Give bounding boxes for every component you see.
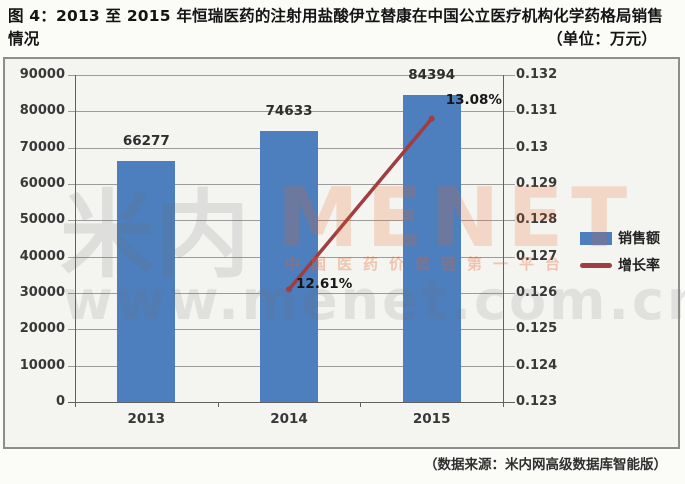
y-axis-tick-label: 40000: [19, 248, 65, 264]
x-axis-category-label: 2013: [127, 411, 166, 427]
secondary-y-axis-tick-label: 0.125: [516, 321, 558, 337]
right-axis-line: [503, 75, 504, 402]
secondary-y-axis-tick-label: 0.128: [516, 212, 558, 228]
y-axis-tick-label: 70000: [19, 139, 65, 155]
secondary-y-axis-tick-label: 0.131: [516, 103, 558, 119]
x-axis-line: [68, 402, 515, 403]
legend-item-sales: 销售额: [580, 229, 660, 247]
bar-value-label: 66277: [122, 133, 170, 150]
y-axis-tick-label: 50000: [19, 212, 65, 228]
secondary-y-axis-tick-label: 0.127: [516, 248, 558, 264]
x-axis-tick: [217, 402, 219, 407]
sales-bar: [260, 130, 318, 402]
y-axis-tick-label: 20000: [19, 321, 65, 337]
bar-value-label: 74633: [265, 102, 313, 119]
unit-label: （单位：万元）: [547, 30, 657, 49]
secondary-y-axis-tick-label: 0.13: [516, 139, 549, 155]
y-axis-tick-label: 60000: [19, 176, 65, 191]
y-axis-tick-label: 80000: [19, 103, 65, 119]
growth-rate-label: 12.61%: [296, 276, 353, 293]
figure-title-line1: 图 4：2013 至 2015 年恒瑞医药的注射用盐酸伊立替康在中国公立医疗机构…: [8, 7, 664, 25]
y-axis-tick-label: 0: [55, 394, 65, 409]
figure-title-line2: 情况: [8, 30, 40, 49]
x-axis-tick: [75, 402, 76, 407]
legend-item-growth: 增长率: [580, 256, 660, 274]
legend-line-swatch-icon: [580, 262, 612, 268]
legend-label-growth: 增长率: [618, 258, 660, 274]
figure-title: 图 4：2013 至 2015 年恒瑞医药的注射用盐酸伊立替康在中国公立医疗机构…: [8, 5, 677, 52]
y-axis-tick-label: 10000: [19, 357, 65, 373]
x-axis-category-label: 2014: [270, 411, 308, 427]
secondary-y-axis-tick-label: 0.124: [516, 357, 558, 373]
sales-bar: [117, 161, 176, 402]
secondary-y-axis-tick-label: 0.123: [516, 394, 558, 409]
secondary-y-axis-tick-label: 0.129: [516, 176, 558, 191]
y-axis-tick-label: 90000: [19, 67, 65, 82]
legend: 销售额 增长率: [580, 229, 660, 283]
chart-frame: 销售额 增长率 米内 MENET 中国医药价值链第一平台 www.menet.c…: [3, 57, 685, 449]
bar-value-label: 84394: [408, 67, 456, 84]
secondary-y-axis-tick-label: 0.132: [516, 67, 558, 82]
gridline: [68, 75, 515, 76]
x-axis-tick: [503, 402, 504, 407]
secondary-y-axis-tick-label: 0.126: [516, 285, 558, 300]
figure-title-row2: 情况 （单位：万元）: [8, 28, 677, 51]
growth-rate-label: 13.08%: [445, 91, 502, 108]
source-note: （数据来源：米内网高级数据库智能版）: [424, 457, 667, 473]
x-axis-tick: [360, 402, 362, 407]
x-axis-category-label: 2015: [412, 411, 451, 427]
sales-bar: [402, 95, 461, 402]
gridline: [68, 111, 515, 113]
left-axis-line: [75, 75, 76, 402]
legend-label-sales: 销售额: [618, 231, 660, 247]
growth-line-layer: [286, 115, 435, 293]
legend-bar-swatch-icon: [580, 231, 612, 245]
y-axis-tick-label: 30000: [19, 285, 65, 300]
